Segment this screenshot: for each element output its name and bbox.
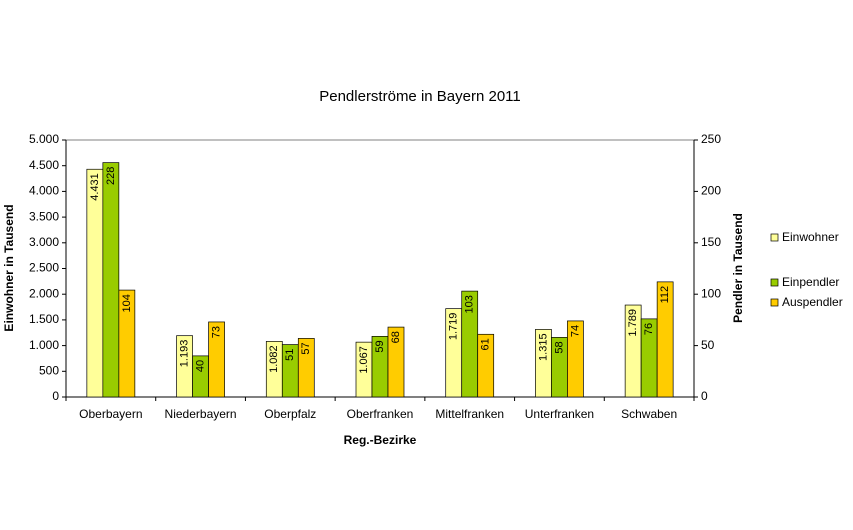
bar	[118, 289, 136, 398]
data-label: 104	[121, 294, 133, 312]
data-label: 103	[464, 295, 476, 313]
data-label: 228	[105, 167, 117, 185]
legend-label: Einpendler	[782, 275, 839, 289]
bar	[477, 333, 495, 398]
x-tick-label: Niederbayern	[165, 407, 237, 421]
legend-label: Auspendler	[782, 295, 843, 309]
y-tick-label: 5.000	[29, 132, 59, 146]
data-label: 1.719	[448, 313, 460, 341]
data-label: 4.431	[89, 173, 101, 201]
data-label: 40	[194, 360, 206, 372]
chart-title: Pendlerströme in Bayern 2011	[319, 88, 521, 105]
data-label: 61	[480, 338, 492, 350]
data-label: 57	[300, 342, 312, 354]
y-tick-label: 500	[39, 363, 59, 377]
data-label: 58	[553, 341, 565, 353]
data-label: 1.067	[358, 346, 370, 374]
bar	[567, 320, 584, 398]
y2-tick-label: 100	[701, 286, 721, 300]
x-tick-label: Mittelfranken	[435, 407, 504, 421]
y-tick-label: 2.500	[29, 261, 59, 275]
y2-tick-label: 150	[701, 235, 721, 249]
x-tick-label: Oberfranken	[347, 407, 414, 421]
bar	[86, 168, 104, 398]
data-label: 73	[210, 326, 222, 338]
x-axis-title: Reg.-Bezirke	[344, 433, 417, 447]
y2-tick-label: 250	[701, 132, 721, 146]
y-tick-label: 4.000	[29, 184, 59, 198]
data-label: 68	[390, 331, 402, 343]
y-tick-label: 3.500	[29, 209, 59, 223]
legend-marker	[770, 233, 779, 242]
y-tick-label: 0	[52, 389, 59, 403]
data-label: 112	[659, 286, 671, 304]
bar	[102, 162, 120, 398]
data-label: 59	[374, 340, 386, 352]
y2-axis-title: Pendler in Tausend	[731, 213, 745, 323]
data-label: 1.193	[178, 340, 190, 368]
y-tick-label: 1.500	[29, 312, 59, 326]
y-tick-label: 2.000	[29, 286, 59, 300]
y2-tick-label: 0	[701, 389, 708, 403]
data-label: 1.315	[537, 333, 549, 361]
data-label: 1.789	[627, 309, 639, 337]
bar	[297, 338, 315, 398]
y2-tick-label: 200	[701, 184, 721, 198]
x-tick-label: Schwaben	[621, 407, 677, 421]
y-tick-label: 1.000	[29, 338, 59, 352]
bar	[387, 326, 405, 398]
y-tick-label: 3.000	[29, 235, 59, 249]
y2-tick-label: 50	[701, 338, 715, 352]
x-tick-label: Oberpfalz	[264, 407, 316, 421]
legend-label: Einwohner	[782, 230, 839, 244]
x-tick-label: Oberbayern	[79, 407, 142, 421]
data-label: 76	[643, 323, 655, 335]
legend-marker	[770, 278, 779, 287]
bar	[208, 321, 225, 398]
data-label: 74	[569, 325, 581, 337]
x-tick-label: Unterfranken	[525, 407, 594, 421]
data-label: 1.082	[268, 345, 280, 373]
legend-marker	[770, 298, 779, 307]
bar	[656, 281, 674, 398]
data-label: 51	[284, 349, 296, 361]
y-tick-label: 4.500	[29, 158, 59, 172]
y-axis-title: Einwohner in Tausend	[2, 204, 16, 331]
